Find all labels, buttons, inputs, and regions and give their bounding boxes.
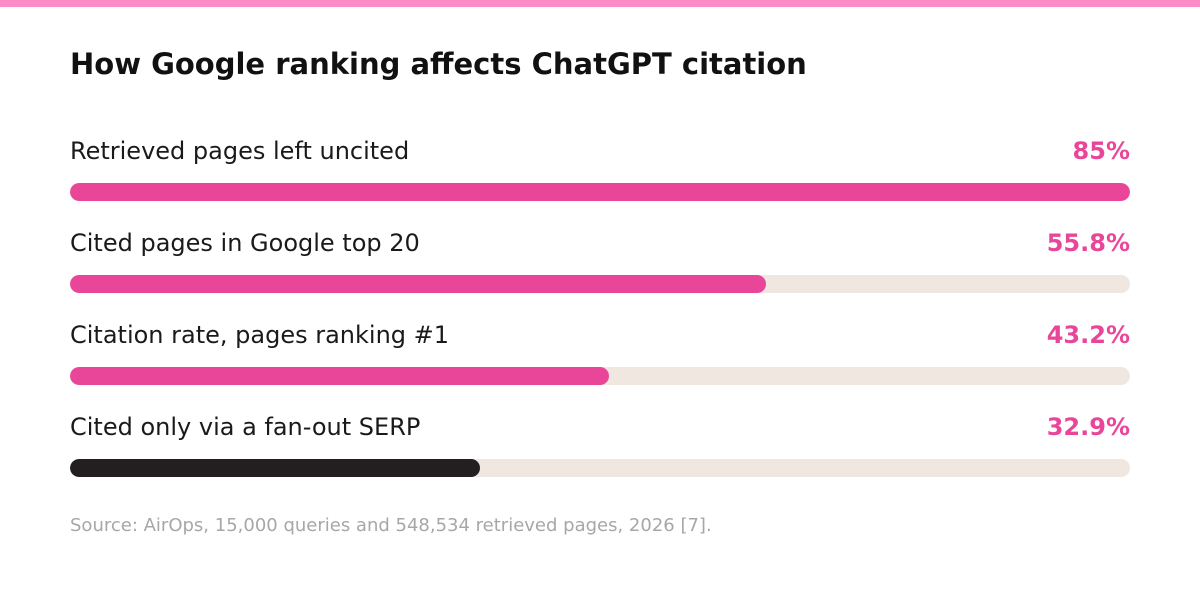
bar-fill: [70, 367, 609, 385]
bar-value-label: 32.9%: [1046, 413, 1130, 441]
bar-value-label: 85%: [1072, 137, 1130, 165]
source-note: Source: AirOps, 15,000 queries and 548,5…: [70, 515, 712, 536]
bar-label: Citation rate, pages ranking #1: [70, 321, 450, 349]
bar-row: Cited only via a fan-out SERP 32.9%: [70, 413, 1130, 479]
bar-track: [70, 183, 1130, 201]
bar-label: Cited pages in Google top 20: [70, 229, 420, 257]
bar-fill: [70, 275, 766, 293]
bar-row: Citation rate, pages ranking #1 43.2%: [70, 321, 1130, 387]
bar-label: Cited only via a fan-out SERP: [70, 413, 421, 441]
top-accent-stripe: [0, 0, 1200, 7]
bar-fill: [70, 183, 1130, 201]
bar-label: Retrieved pages left uncited: [70, 137, 410, 165]
bar-track: [70, 275, 1130, 293]
bar-value-label: 55.8%: [1046, 229, 1130, 257]
chart-title: How Google ranking affects ChatGPT citat…: [70, 47, 807, 81]
bar-value-label: 43.2%: [1046, 321, 1130, 349]
bar-track: [70, 459, 1130, 477]
bar-row: Retrieved pages left uncited 85%: [70, 137, 1130, 203]
bar-track: [70, 367, 1130, 385]
bar-fill: [70, 459, 480, 477]
bar-row: Cited pages in Google top 20 55.8%: [70, 229, 1130, 295]
